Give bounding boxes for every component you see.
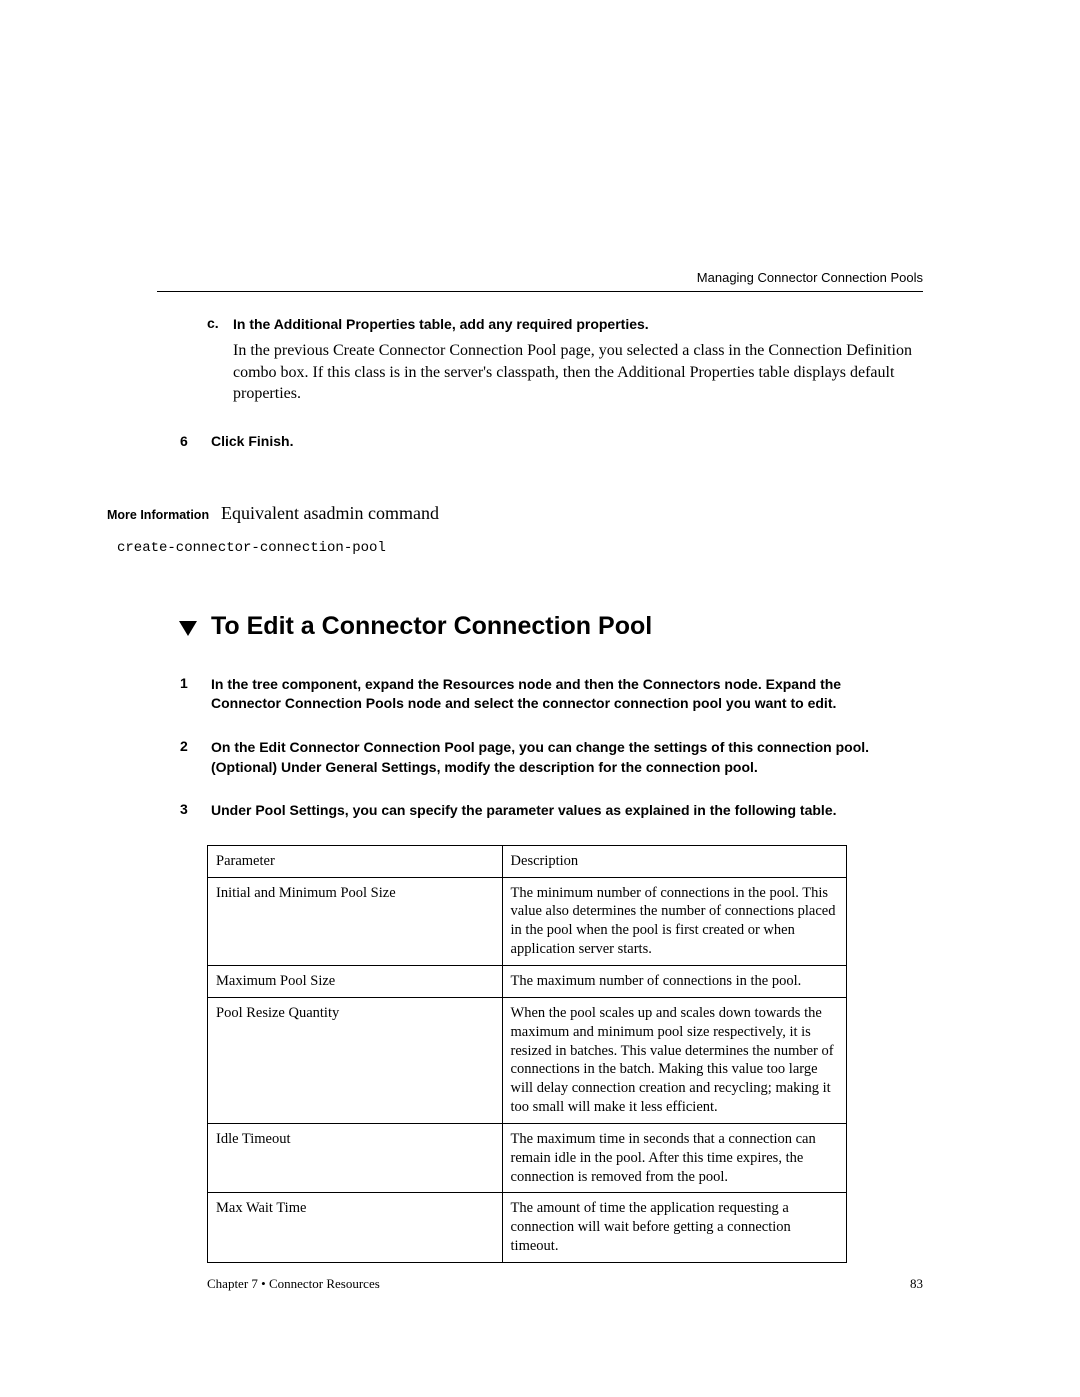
step-6: 6 Click Finish. — [180, 433, 927, 451]
table-cell: The amount of time the application reque… — [502, 1193, 846, 1263]
section-heading-row: To Edit a Connector Connection Pool — [179, 612, 927, 641]
page-footer: Chapter 7 • Connector Resources 83 — [207, 1276, 923, 1292]
table-row: Maximum Pool Size The maximum number of … — [208, 965, 847, 997]
substep-c: c. In the Additional Properties table, a… — [207, 315, 927, 405]
content-area: c. In the Additional Properties table, a… — [207, 315, 927, 1263]
table-cell: Maximum Pool Size — [208, 965, 503, 997]
step-text: On the Edit Connector Connection Pool pa… — [211, 738, 901, 777]
step-heading: Click Finish. — [211, 433, 293, 449]
step-number: 6 — [180, 433, 207, 449]
table-cell: The maximum number of connections in the… — [502, 965, 846, 997]
substep-paragraph: In the previous Create Connector Connect… — [233, 340, 923, 405]
more-information-title: Equivalent asadmin command — [221, 503, 439, 524]
table-row: Pool Resize Quantity When the pool scale… — [208, 997, 847, 1123]
table-cell: Pool Resize Quantity — [208, 997, 503, 1123]
more-information-block: More Information Equivalent asadmin comm… — [107, 503, 927, 556]
step-number: 3 — [180, 801, 207, 817]
table-header-row: Parameter Description — [208, 845, 847, 877]
step-number: 2 — [180, 738, 207, 754]
running-head: Managing Connector Connection Pools — [697, 270, 923, 285]
table-cell: Max Wait Time — [208, 1193, 503, 1263]
page: Managing Connector Connection Pools c. I… — [0, 0, 1080, 1397]
substep-heading: In the Additional Properties table, add … — [233, 316, 649, 332]
table-cell: Initial and Minimum Pool Size — [208, 877, 503, 965]
triangle-down-icon — [179, 621, 197, 636]
table-cell: When the pool scales up and scales down … — [502, 997, 846, 1123]
table-header-cell: Parameter — [208, 845, 503, 877]
table-row: Max Wait Time The amount of time the app… — [208, 1193, 847, 1263]
code-command: create-connector-connection-pool — [117, 540, 927, 556]
table-cell: Idle Timeout — [208, 1123, 503, 1193]
table-cell: The maximum time in seconds that a conne… — [502, 1123, 846, 1193]
table-header-cell: Description — [502, 845, 846, 877]
parameters-table: Parameter Description Initial and Minimu… — [207, 845, 847, 1263]
step-item: 1 In the tree component, expand the Reso… — [180, 675, 927, 714]
footer-chapter: Chapter 7 • Connector Resources — [207, 1276, 380, 1291]
step-item: 2 On the Edit Connector Connection Pool … — [180, 738, 927, 777]
table-row: Initial and Minimum Pool Size The minimu… — [208, 877, 847, 965]
header-rule — [157, 291, 923, 292]
table-cell: The minimum number of connections in the… — [502, 877, 846, 965]
numbered-steps: 1 In the tree component, expand the Reso… — [180, 675, 927, 821]
step-number: 1 — [180, 675, 207, 691]
step-text: Under Pool Settings, you can specify the… — [211, 801, 901, 821]
footer-page-number: 83 — [910, 1276, 923, 1292]
substep-letter: c. — [207, 315, 229, 331]
step-text: In the tree component, expand the Resour… — [211, 675, 901, 714]
table-row: Idle Timeout The maximum time in seconds… — [208, 1123, 847, 1193]
step-item: 3 Under Pool Settings, you can specify t… — [180, 801, 927, 821]
section-heading: To Edit a Connector Connection Pool — [211, 612, 652, 640]
substep-body: In the Additional Properties table, add … — [233, 315, 923, 405]
more-information-label: More Information — [107, 508, 217, 522]
